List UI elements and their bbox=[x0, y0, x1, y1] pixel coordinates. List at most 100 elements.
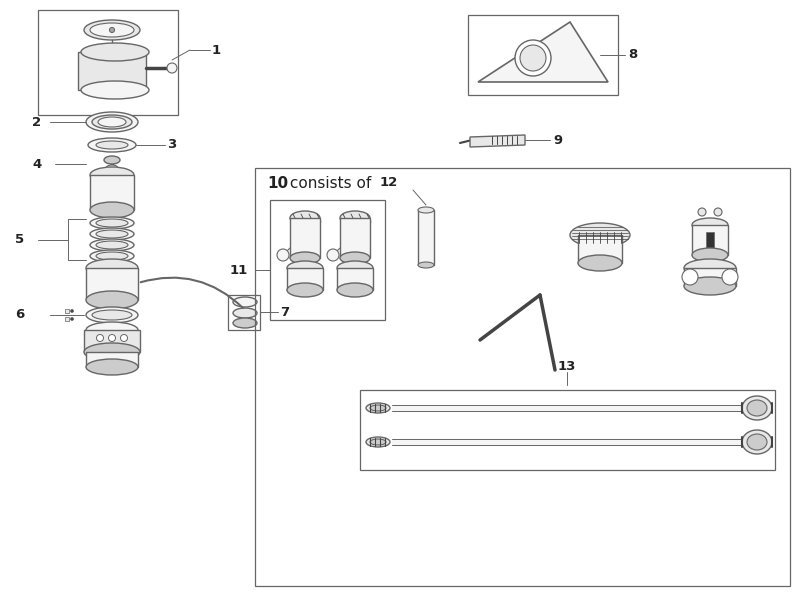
Ellipse shape bbox=[81, 43, 149, 61]
Ellipse shape bbox=[366, 437, 390, 447]
Bar bbox=[270, 200, 385, 320]
Ellipse shape bbox=[92, 115, 132, 129]
Text: 9: 9 bbox=[553, 133, 562, 146]
Ellipse shape bbox=[340, 252, 370, 264]
Ellipse shape bbox=[287, 261, 323, 275]
Text: 8: 8 bbox=[628, 49, 638, 61]
Ellipse shape bbox=[96, 230, 128, 238]
Bar bbox=[38, 10, 178, 115]
Text: 3: 3 bbox=[167, 139, 176, 151]
Ellipse shape bbox=[370, 439, 386, 445]
Ellipse shape bbox=[84, 20, 140, 40]
Text: 11: 11 bbox=[230, 263, 248, 277]
Ellipse shape bbox=[96, 252, 128, 260]
Bar bbox=[65, 309, 69, 313]
Ellipse shape bbox=[337, 261, 373, 275]
Ellipse shape bbox=[233, 297, 257, 307]
Ellipse shape bbox=[418, 262, 434, 268]
Ellipse shape bbox=[84, 343, 140, 361]
Bar bbox=[578, 235, 622, 263]
Ellipse shape bbox=[747, 434, 767, 450]
Ellipse shape bbox=[86, 359, 138, 375]
Ellipse shape bbox=[418, 207, 434, 213]
Ellipse shape bbox=[290, 211, 320, 225]
Bar bbox=[340, 218, 370, 258]
Bar bbox=[706, 232, 714, 252]
Bar bbox=[684, 268, 736, 286]
Bar bbox=[692, 225, 728, 255]
Bar bbox=[468, 15, 618, 95]
Ellipse shape bbox=[86, 307, 138, 323]
Ellipse shape bbox=[90, 239, 134, 251]
Text: 7: 7 bbox=[280, 305, 289, 319]
Circle shape bbox=[520, 45, 546, 71]
Bar bbox=[287, 268, 323, 290]
Ellipse shape bbox=[578, 255, 622, 271]
Bar bbox=[228, 295, 260, 330]
Ellipse shape bbox=[86, 259, 138, 277]
Circle shape bbox=[277, 249, 289, 261]
Ellipse shape bbox=[104, 156, 120, 164]
Ellipse shape bbox=[90, 167, 134, 183]
Text: 6: 6 bbox=[15, 308, 24, 322]
Ellipse shape bbox=[340, 211, 370, 225]
Circle shape bbox=[714, 208, 722, 216]
Text: 10: 10 bbox=[267, 176, 288, 191]
Ellipse shape bbox=[90, 23, 134, 37]
Bar bbox=[78, 52, 146, 90]
Ellipse shape bbox=[684, 259, 736, 277]
Ellipse shape bbox=[92, 310, 132, 320]
Ellipse shape bbox=[96, 141, 128, 149]
Ellipse shape bbox=[86, 291, 138, 309]
Text: 13: 13 bbox=[558, 359, 576, 373]
Ellipse shape bbox=[233, 318, 257, 328]
Text: 4: 4 bbox=[32, 157, 42, 170]
Ellipse shape bbox=[742, 396, 772, 420]
Ellipse shape bbox=[287, 283, 323, 297]
Circle shape bbox=[327, 249, 339, 261]
Circle shape bbox=[109, 335, 115, 341]
Circle shape bbox=[121, 335, 127, 341]
Bar bbox=[86, 268, 138, 300]
Ellipse shape bbox=[570, 223, 630, 247]
Ellipse shape bbox=[90, 217, 134, 229]
Bar bbox=[360, 390, 775, 470]
Circle shape bbox=[97, 335, 103, 341]
Ellipse shape bbox=[337, 283, 373, 297]
Bar bbox=[418, 210, 434, 265]
Ellipse shape bbox=[98, 117, 126, 127]
Ellipse shape bbox=[692, 248, 728, 262]
Ellipse shape bbox=[86, 112, 138, 132]
Ellipse shape bbox=[96, 241, 128, 249]
Ellipse shape bbox=[366, 403, 390, 413]
Polygon shape bbox=[470, 135, 525, 147]
Ellipse shape bbox=[88, 138, 136, 152]
Ellipse shape bbox=[742, 430, 772, 454]
Bar bbox=[255, 168, 790, 586]
Bar bbox=[337, 268, 373, 290]
Circle shape bbox=[70, 317, 74, 320]
Ellipse shape bbox=[90, 250, 134, 262]
Circle shape bbox=[167, 63, 177, 73]
Ellipse shape bbox=[90, 228, 134, 240]
Text: consists of: consists of bbox=[285, 176, 371, 191]
Ellipse shape bbox=[90, 202, 134, 218]
Text: 1: 1 bbox=[212, 43, 221, 56]
Circle shape bbox=[682, 269, 698, 285]
Ellipse shape bbox=[233, 308, 257, 318]
Bar bbox=[84, 330, 140, 352]
Bar bbox=[86, 352, 138, 367]
Text: 2: 2 bbox=[32, 115, 41, 128]
Text: 12: 12 bbox=[380, 175, 398, 188]
Bar bbox=[290, 218, 320, 258]
Ellipse shape bbox=[106, 165, 118, 171]
Bar bbox=[90, 175, 134, 210]
Polygon shape bbox=[478, 22, 608, 82]
Ellipse shape bbox=[86, 322, 138, 338]
Circle shape bbox=[722, 269, 738, 285]
Circle shape bbox=[698, 208, 706, 216]
Circle shape bbox=[110, 28, 114, 32]
Ellipse shape bbox=[290, 252, 320, 264]
Ellipse shape bbox=[81, 81, 149, 99]
Bar bbox=[65, 317, 69, 321]
